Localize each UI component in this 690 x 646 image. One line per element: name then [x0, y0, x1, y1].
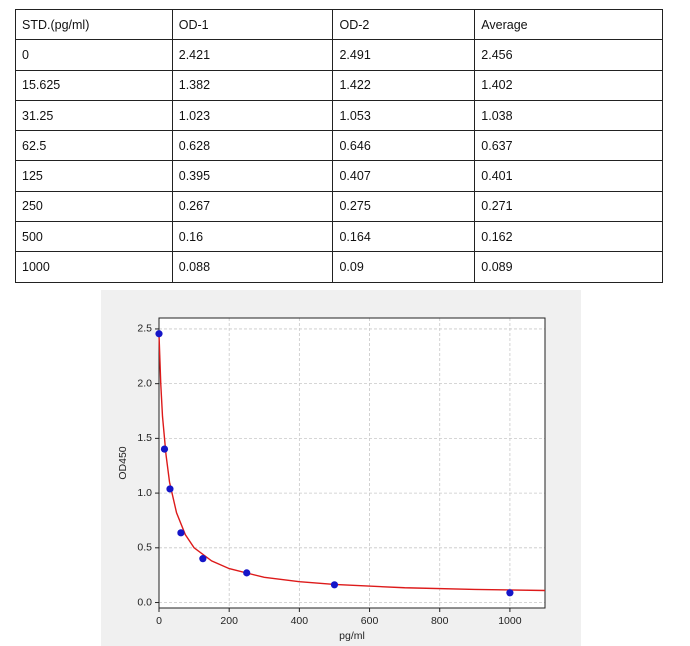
data-point	[199, 555, 207, 563]
x-axis-label: pg/ml	[339, 630, 365, 642]
table-cell: 1.053	[332, 99, 476, 132]
table-row: 31.25 1.023 1.053 1.038	[15, 99, 663, 132]
y-tick-label: 1.5	[137, 432, 152, 444]
table-cell: 0.267	[171, 190, 334, 223]
table-cell: 125	[15, 160, 173, 192]
table-cell: 1.402	[474, 69, 663, 101]
table-cell: Average	[474, 8, 663, 41]
table-row: 1000 0.088 0.09 0.089	[15, 251, 663, 283]
table-cell: 1.422	[332, 69, 476, 101]
table-row: 15.625 1.382 1.422 1.402	[15, 69, 663, 101]
table-cell: 0.16	[171, 221, 334, 253]
table-row: 125 0.395 0.407 0.401	[15, 160, 663, 192]
table-cell: 31.25	[15, 99, 173, 132]
fit-curve	[158, 334, 546, 592]
y-tick-label: 2.5	[137, 323, 152, 335]
table-row: 500 0.16 0.164 0.162	[15, 221, 663, 253]
table-cell: 0.646	[332, 130, 476, 162]
table-row: 250 0.267 0.275 0.271	[15, 190, 663, 223]
table-cell: 0.401	[474, 160, 663, 192]
data-point	[243, 569, 251, 577]
table-cell: 2.456	[474, 39, 663, 71]
data-point	[166, 485, 174, 493]
data-point	[177, 529, 185, 537]
table-cell: 62.5	[15, 130, 173, 162]
table-cell: 1000	[15, 251, 173, 283]
table-cell: 2.491	[332, 39, 476, 71]
chart: 0 200 400 600 800 1000 0.0 0.5 1.0 1.5 2.0 2.5 pg/ml…	[101, 290, 581, 646]
table-cell: 1.382	[171, 69, 334, 101]
y-axis-label: OD450	[117, 446, 129, 479]
y-tick-label: 2.0	[137, 377, 152, 389]
table-cell: 0.089	[474, 251, 663, 283]
data-point	[155, 330, 163, 338]
table-cell: 0.275	[332, 190, 476, 223]
x-tick-label: 200	[220, 615, 238, 627]
y-tick-label: 1.0	[137, 487, 152, 499]
data-point	[506, 589, 514, 597]
table-cell: 1.038	[474, 99, 663, 132]
x-tick-label: 600	[361, 615, 379, 627]
table-cell: 0	[15, 39, 173, 71]
plot-area	[159, 318, 545, 608]
table-cell: OD-2	[332, 8, 476, 41]
header-row: STD.(pg/ml) OD-1 OD-2 Average	[15, 8, 663, 41]
x-tick-label: 800	[431, 615, 449, 627]
x-tick-label: 0	[156, 615, 162, 627]
table-cell: 0.395	[171, 160, 334, 192]
table-cell: 250	[15, 190, 173, 223]
table-cell: 1.023	[171, 99, 334, 132]
table-cell: 0.164	[332, 221, 476, 253]
x-tick-label: 400	[291, 615, 309, 627]
data-point	[160, 445, 169, 453]
table-cell: 0.09	[332, 251, 476, 283]
table-row: 62.5 0.628 0.646 0.637	[15, 130, 663, 162]
table-cell: STD.(pg/ml)	[15, 8, 173, 41]
table-cell: 0.637	[474, 130, 663, 162]
table-cell: OD-1	[171, 8, 334, 41]
plot-frame	[158, 317, 546, 609]
table-cell: 0.407	[332, 160, 476, 192]
table-row: 0 2.421 2.491 2.456	[15, 39, 663, 71]
data-point	[330, 581, 339, 589]
table-cell: 500	[15, 221, 173, 253]
table-cell: 0.271	[474, 190, 663, 223]
x-tick-label: 1000	[498, 615, 522, 627]
data-table: STD.(pg/ml) OD-1 OD-2 Average 0 2.421 2.491 2.4…	[15, 8, 663, 283]
table-cell: 0.088	[171, 251, 334, 283]
table-cell: 0.162	[474, 221, 663, 253]
table-cell: 15.625	[15, 69, 173, 101]
table-cell: 2.421	[171, 39, 334, 71]
y-tick-label: 0.0	[137, 596, 152, 608]
table-cell: 0.628	[171, 130, 334, 162]
y-tick-label: 0.5	[137, 542, 152, 554]
